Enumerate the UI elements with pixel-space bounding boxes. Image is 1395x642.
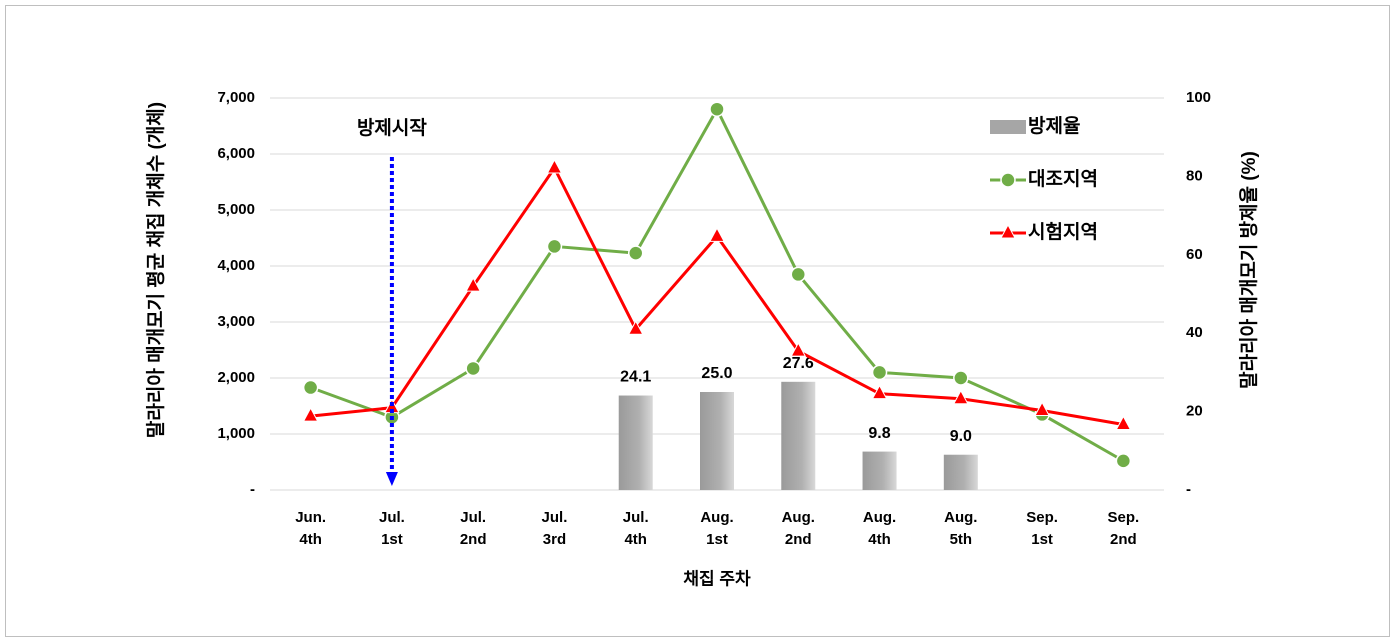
x-tick-label: Aug. 4th <box>863 509 896 548</box>
data-label: 27.6 <box>783 355 814 372</box>
x-tick-label: Jul. 1st <box>379 509 405 548</box>
line-marker <box>546 158 563 174</box>
data-label: 25.0 <box>701 365 732 382</box>
legend-label: 시험지역 <box>1028 221 1098 243</box>
x-tick-label: Jun. 4th <box>295 509 326 548</box>
y-tick-label: 1,000 <box>217 425 255 442</box>
line-marker <box>790 342 807 357</box>
line-marker <box>302 379 319 396</box>
y-tick-label: 2,000 <box>217 369 255 386</box>
line-marker <box>546 238 563 255</box>
x-tick-label: Jul. 3rd <box>542 509 568 548</box>
x-axis-title: 채집 주차 <box>683 569 751 588</box>
legend-marker <box>1000 223 1016 239</box>
bar <box>943 454 978 490</box>
y-tick-label: - <box>250 481 255 498</box>
bar <box>781 381 816 490</box>
legend-label: 방제율 <box>1028 115 1080 137</box>
line-marker <box>709 227 725 242</box>
y2-tick-label: 80 <box>1186 167 1203 184</box>
x-tick-label: Jul. 4th <box>623 509 649 548</box>
line-marker <box>1115 453 1132 469</box>
bar <box>700 392 734 490</box>
y2-tick-label: 20 <box>1186 403 1203 420</box>
x-tick-label: Aug. 5th <box>944 509 977 548</box>
line-marker <box>871 364 888 381</box>
bar <box>618 395 653 490</box>
y2-axis-title: 말라리아 매개모기 방제율 (%) <box>1238 151 1260 389</box>
x-tick-label: Sep. 1st <box>1026 509 1058 548</box>
legend-swatch <box>990 120 1026 134</box>
y2-tick-label: 60 <box>1186 246 1203 263</box>
line-marker <box>1034 401 1050 416</box>
data-label: 24.1 <box>620 369 651 386</box>
line-marker <box>1115 415 1132 430</box>
line-marker <box>953 370 969 386</box>
y-tick-label: 5,000 <box>217 201 255 218</box>
line-marker <box>790 266 807 283</box>
y-axis-title: 말라리아 매개모기 평균 채집 개체수 (개체) <box>145 102 167 438</box>
data-label: 9.8 <box>868 425 890 442</box>
y2-tick-label: 100 <box>1186 89 1211 106</box>
line-marker <box>952 389 969 405</box>
y-tick-label: 6,000 <box>217 145 255 162</box>
y2-tick-label: 40 <box>1186 324 1203 341</box>
line-marker <box>465 277 482 292</box>
y2-tick-label: - <box>1186 481 1191 498</box>
y-tick-label: 7,000 <box>217 89 255 106</box>
line-marker <box>627 245 644 261</box>
x-tick-label: Aug. 1st <box>700 509 733 548</box>
legend-marker <box>1000 172 1016 188</box>
line-marker <box>302 407 319 422</box>
bar <box>862 451 897 490</box>
y-tick-label: 4,000 <box>217 257 255 274</box>
data-label: 9.0 <box>950 428 972 445</box>
annotation-arrowhead <box>385 472 398 486</box>
line-marker <box>709 101 725 117</box>
legend-label: 대조지역 <box>1028 168 1098 190</box>
line-marker <box>871 384 888 400</box>
x-tick-label: Sep. 2nd <box>1108 509 1140 548</box>
annotation: 방제시작 <box>357 117 427 139</box>
line-marker <box>627 320 644 335</box>
x-tick-label: Jul. 2nd <box>460 509 487 548</box>
chart-frame <box>5 5 1390 637</box>
line-marker <box>465 360 481 377</box>
y-tick-label: 3,000 <box>217 313 255 330</box>
x-tick-label: Aug. 2nd <box>782 509 815 548</box>
